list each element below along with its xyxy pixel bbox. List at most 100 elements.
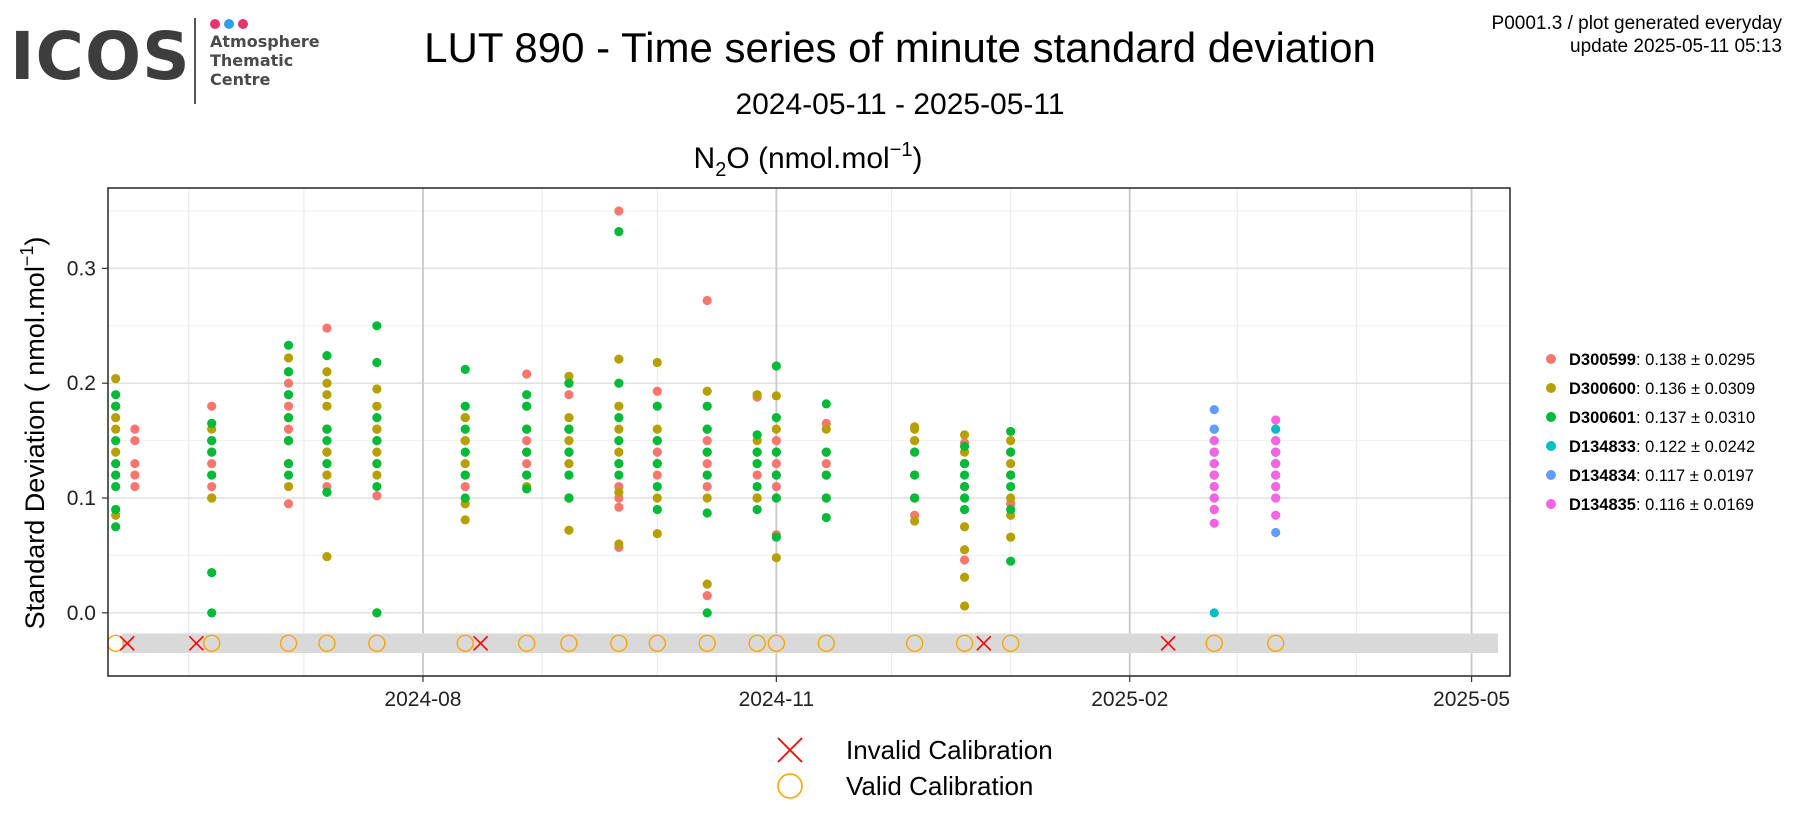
logo-dot (238, 19, 248, 29)
data-point-d300599 (207, 458, 217, 469)
data-point-d300601 (614, 378, 624, 388)
data-point-d300601 (959, 493, 970, 503)
data-point-d300600 (771, 424, 781, 434)
data-point-d300601 (959, 441, 970, 451)
data-point-d300601 (207, 608, 217, 618)
data-point-d300601 (771, 532, 781, 542)
plot-background (108, 188, 1510, 676)
data-point-d300601 (959, 481, 970, 492)
data-point-d300600 (111, 424, 121, 434)
data-point-d134835 (1271, 447, 1281, 457)
valid-calibration-marker (517, 634, 536, 652)
data-point-d300600 (1006, 458, 1016, 469)
data-point-d300601 (652, 436, 662, 446)
data-point-d300599 (207, 401, 217, 411)
data-point-d300601 (322, 351, 332, 361)
data-point-d134834 (1209, 405, 1219, 415)
data-point-d300600 (283, 353, 294, 363)
logo-line2: Thematic (210, 51, 294, 70)
data-point-d300599 (702, 295, 712, 306)
data-point-d300600 (564, 525, 574, 535)
data-point-d134835 (1271, 458, 1281, 469)
data-point-d300600 (564, 458, 574, 469)
data-point-d300600 (910, 424, 920, 434)
data-point-d134835 (1209, 518, 1219, 528)
data-point-d300599 (130, 470, 140, 480)
data-point-d134835 (1271, 436, 1281, 446)
data-point-d300600 (564, 371, 574, 381)
x-tick-label: 2024-11 (739, 688, 815, 711)
data-point-d300601 (1006, 426, 1016, 437)
valid-calibration-marker (748, 634, 766, 652)
legend-entry-d300600: D300600: 0.136 ± 0.0309 (1569, 380, 1755, 398)
data-point-d300601 (372, 608, 382, 618)
data-point-d300601 (283, 436, 294, 446)
data-point-d300599 (283, 424, 294, 434)
data-point-d300601 (702, 608, 712, 618)
data-point-d300601 (372, 357, 382, 368)
data-point-d300601 (111, 470, 121, 480)
data-point-d300600 (460, 458, 470, 469)
data-point-d300601 (372, 481, 382, 492)
data-point-d134834 (1209, 424, 1219, 434)
data-point-d300600 (460, 515, 470, 525)
data-point-d300600 (1006, 493, 1016, 503)
legend-swatch-d300601 (1546, 412, 1556, 422)
data-point-d300599 (821, 458, 831, 469)
data-point-d300601 (910, 447, 920, 457)
data-point-d300600 (614, 401, 624, 411)
valid-calibration-marker (1205, 634, 1223, 652)
data-point-d300599 (614, 206, 624, 216)
data-point-d300601 (207, 436, 217, 446)
valid-calibration-marker (817, 634, 835, 652)
data-point-d300600 (564, 413, 574, 423)
data-point-d134834 (1271, 527, 1281, 538)
data-point-d300601 (372, 413, 382, 423)
data-point-d300600 (322, 470, 332, 480)
logo-dot (210, 19, 220, 29)
data-point-d300601 (322, 458, 332, 469)
data-point-d300600 (372, 384, 382, 394)
data-point-d300601 (614, 413, 624, 423)
legend-entry-d134834: D134834: 0.117 ± 0.0197 (1569, 467, 1754, 485)
data-point-d300599 (130, 436, 140, 446)
data-point-d300601 (283, 367, 294, 377)
data-point-d300601 (372, 321, 382, 331)
plot-border (107, 187, 1511, 677)
x-tick-label: 2025-05 (1433, 688, 1510, 711)
logo-divider (194, 18, 196, 104)
data-point-d300601 (372, 436, 382, 446)
data-point-d300600 (322, 378, 332, 388)
valid-calibration-marker (767, 634, 786, 652)
data-point-d300601 (207, 447, 217, 457)
data-point-d134835 (1209, 458, 1219, 469)
valid-calibration-marker (560, 634, 578, 652)
data-point-d300601 (652, 504, 662, 515)
data-point-d300600 (322, 401, 332, 411)
data-point-d300601 (652, 401, 662, 411)
data-point-d300601 (460, 364, 470, 375)
y-axis-label: Standard Deviation ( nmol.mol−1) (17, 237, 50, 630)
data-point-d300601 (652, 481, 662, 492)
data-point-d300600 (910, 436, 920, 446)
data-point-d300600 (910, 516, 920, 526)
data-point-d300601 (752, 430, 762, 440)
data-point-d300600 (460, 436, 470, 446)
data-point-d300601 (283, 390, 294, 400)
data-point-d300600 (564, 436, 574, 446)
data-point-d300601 (322, 424, 332, 434)
data-point-d300600 (959, 545, 970, 555)
data-point-d300601 (959, 470, 970, 480)
data-point-d300599 (771, 436, 781, 446)
data-point-d300599 (771, 458, 781, 469)
data-point-d300600 (752, 390, 762, 400)
data-point-d300599 (207, 481, 217, 492)
data-point-d300600 (111, 374, 121, 384)
valid-calibration-marker (279, 634, 298, 652)
data-point-d300601 (771, 413, 781, 423)
invalid-calibration-legend-label: Invalid Calibration (846, 735, 1053, 765)
data-point-d300601 (702, 401, 712, 411)
data-point-d300599 (130, 481, 140, 492)
data-point-d300600 (652, 529, 662, 539)
